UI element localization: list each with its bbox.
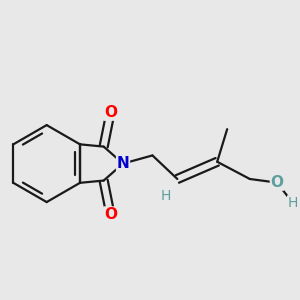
Text: N: N <box>117 156 129 171</box>
Text: O: O <box>104 105 117 120</box>
Text: H: H <box>161 189 171 203</box>
Text: O: O <box>104 207 117 222</box>
Text: O: O <box>271 175 284 190</box>
Text: H: H <box>288 196 298 210</box>
